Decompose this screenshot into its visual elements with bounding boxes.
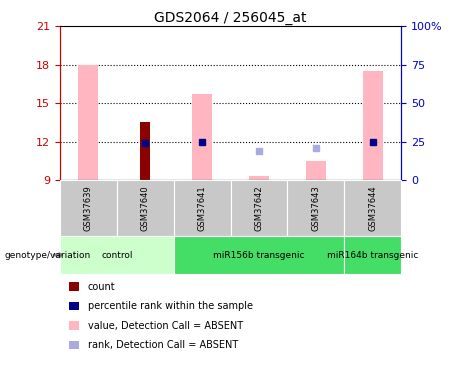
Bar <box>306 161 326 180</box>
Bar <box>78 64 98 180</box>
Text: GDS2064 / 256045_at: GDS2064 / 256045_at <box>154 11 307 25</box>
Bar <box>249 176 269 180</box>
Text: GSM37641: GSM37641 <box>198 185 207 231</box>
Bar <box>192 94 212 180</box>
Text: GSM37639: GSM37639 <box>84 185 93 231</box>
Text: count: count <box>88 282 115 291</box>
Text: GSM37642: GSM37642 <box>254 185 263 231</box>
Text: miR164b transgenic: miR164b transgenic <box>327 251 418 260</box>
Text: percentile rank within the sample: percentile rank within the sample <box>88 301 253 311</box>
Text: genotype/variation: genotype/variation <box>5 251 91 260</box>
Text: control: control <box>101 251 132 260</box>
Bar <box>363 71 383 180</box>
Text: GSM37644: GSM37644 <box>368 185 377 231</box>
Text: GSM37640: GSM37640 <box>141 185 150 231</box>
Text: value, Detection Call = ABSENT: value, Detection Call = ABSENT <box>88 321 242 330</box>
Text: GSM37643: GSM37643 <box>311 185 320 231</box>
Text: rank, Detection Call = ABSENT: rank, Detection Call = ABSENT <box>88 340 238 350</box>
Text: miR156b transgenic: miR156b transgenic <box>213 251 305 260</box>
Bar <box>140 122 150 180</box>
